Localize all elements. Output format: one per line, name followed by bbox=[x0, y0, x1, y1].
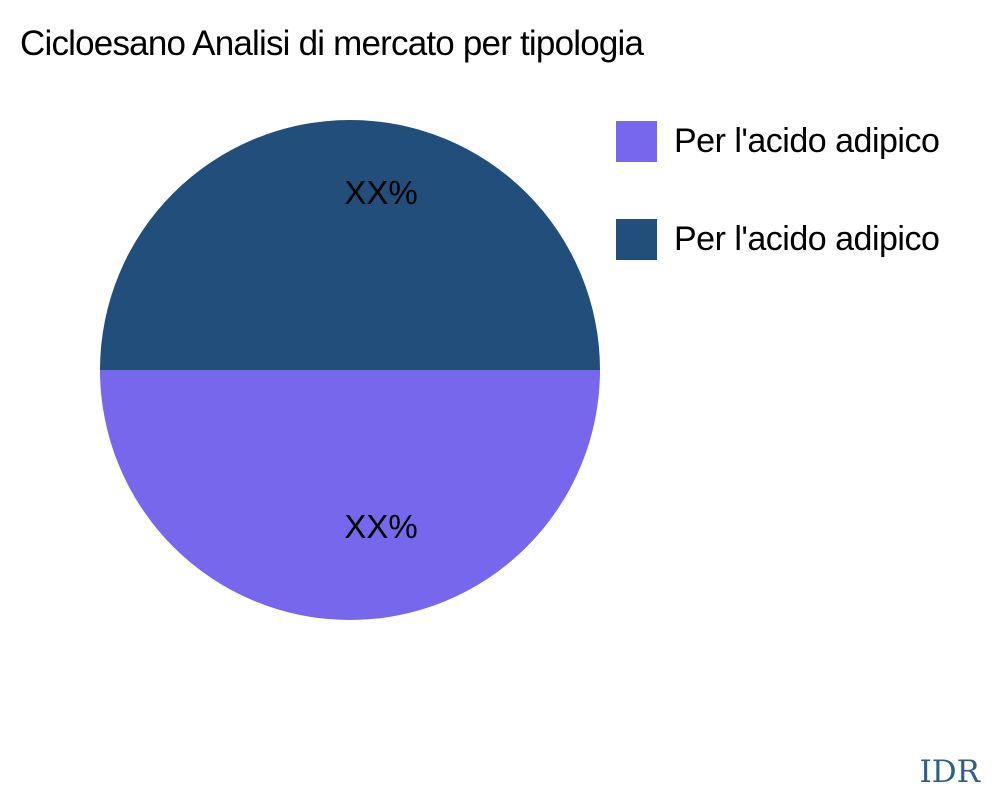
pie-slice-label-top: XX% bbox=[344, 174, 418, 211]
pie-slice-label-bottom: XX% bbox=[344, 508, 418, 545]
legend-swatch-navy bbox=[616, 219, 657, 260]
pie-slice-bottom bbox=[100, 370, 600, 620]
pie-slice-top bbox=[100, 120, 600, 370]
pie-chart bbox=[100, 120, 600, 620]
watermark-text: IDR bbox=[919, 754, 980, 790]
legend-label: Per l'acido adipico bbox=[674, 220, 940, 258]
legend-item: Per l'acido adipico bbox=[616, 121, 940, 162]
legend-swatch-purple bbox=[616, 121, 657, 162]
chart-title: Cicloesano Analisi di mercato per tipolo… bbox=[20, 24, 644, 63]
legend: Per l'acido adipico Per l'acido adipico bbox=[616, 121, 940, 260]
legend-label: Per l'acido adipico bbox=[674, 122, 940, 160]
legend-item: Per l'acido adipico bbox=[616, 219, 940, 260]
